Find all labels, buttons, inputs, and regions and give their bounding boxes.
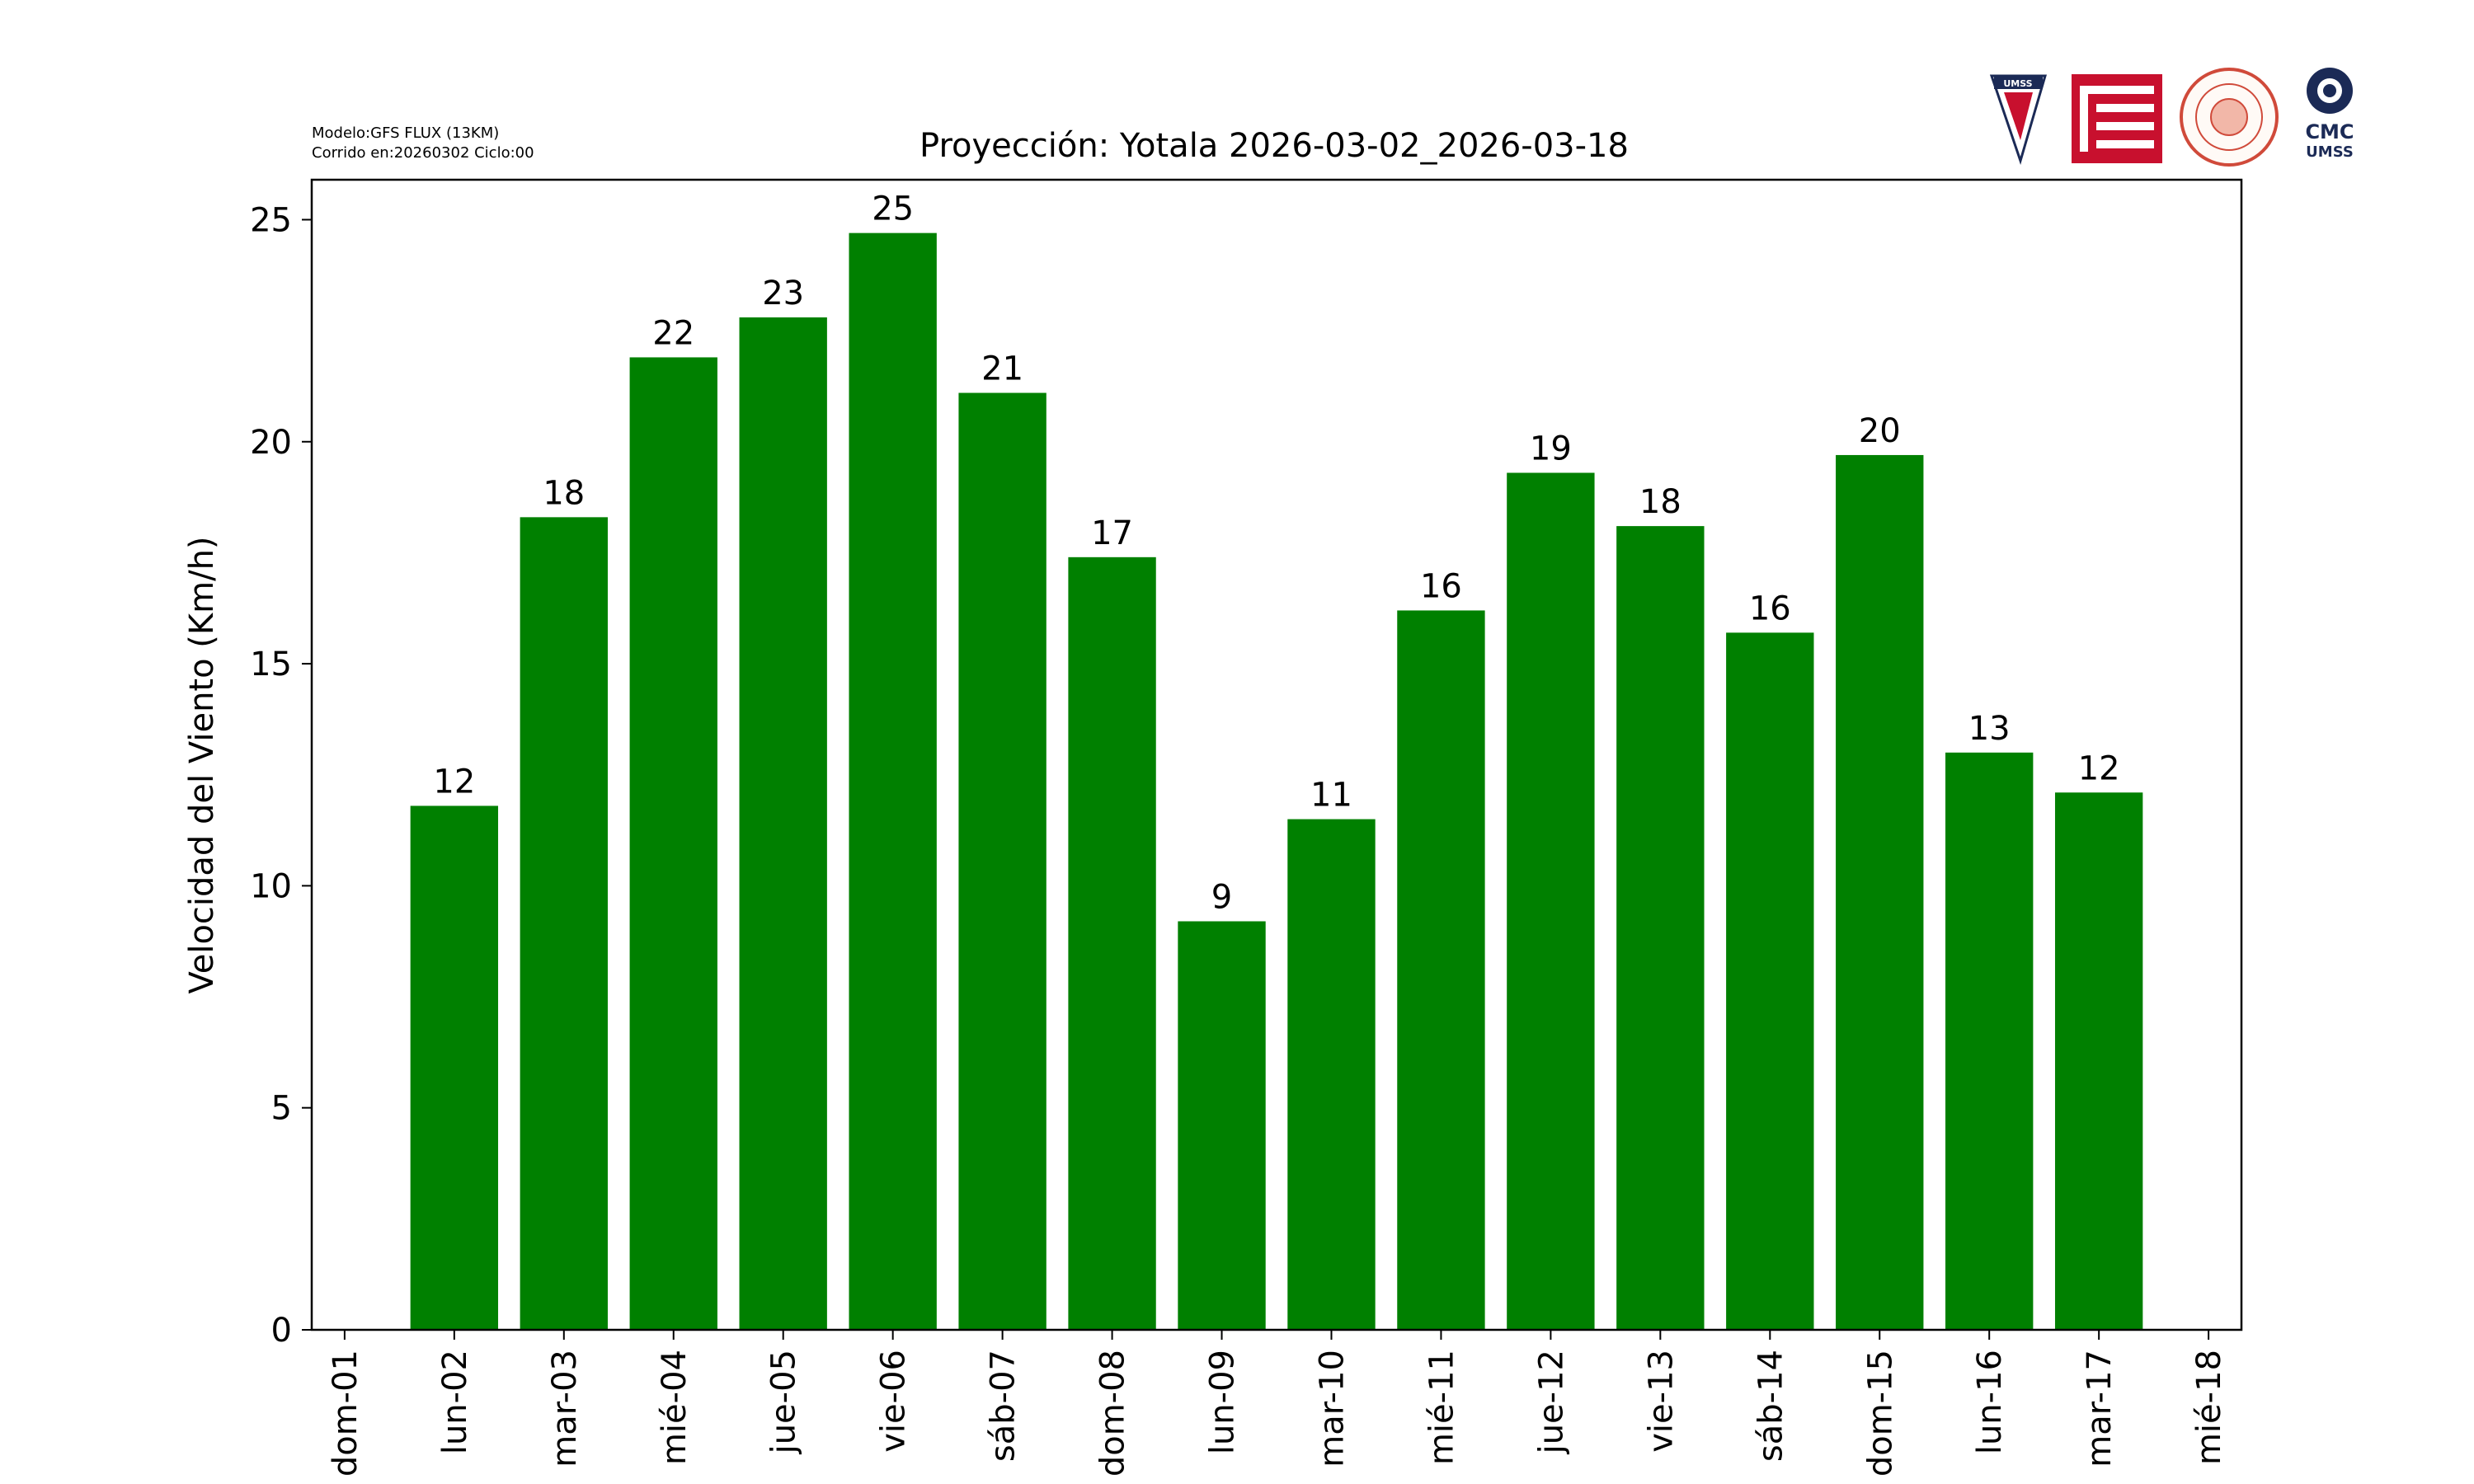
cmc-logo-label: CMC	[2305, 120, 2354, 143]
bar-value-label: 22	[652, 314, 694, 352]
bar-value-label: 18	[1639, 483, 1681, 521]
bar-value-label: 19	[1530, 430, 1572, 467]
bar-value-label: 12	[2078, 749, 2120, 787]
department-seal-logo	[2180, 68, 2279, 167]
x-tick-label: mar-10	[1313, 1350, 1351, 1468]
x-tick-label: sáb-14	[1752, 1350, 1790, 1462]
run-info-text: Corrido en:20260302 Ciclo:00	[312, 144, 534, 162]
umss-logo-label: UMSS	[2003, 78, 2032, 89]
x-tick-label: mar-17	[2081, 1350, 2119, 1468]
x-tick-label: lun-09	[1204, 1350, 1242, 1454]
y-tick-label: 10	[250, 867, 292, 905]
model-info-text: Modelo:GFS FLUX (13KM)	[312, 124, 499, 142]
bar-lun-16	[1945, 752, 2034, 1330]
y-tick-label: 25	[250, 201, 292, 239]
bar-jue-05	[739, 317, 827, 1331]
y-tick-label: 20	[250, 424, 292, 462]
x-tick-label: vie-06	[875, 1350, 913, 1453]
x-axis-ticks: dom-01 lun-02 mar-03 mié-04 jue-05 vie-06 sáb-…	[327, 1330, 2228, 1477]
faculty-logo	[2072, 74, 2162, 163]
bar-mar-17	[2054, 792, 2143, 1330]
x-tick-label: dom-08	[1094, 1350, 1132, 1477]
x-tick-label: mar-03	[546, 1350, 584, 1468]
bar-value-label: 16	[1420, 567, 1462, 605]
bar-mié-11	[1397, 610, 1485, 1330]
bar-lun-09	[1178, 921, 1266, 1330]
cmc-logo-sublabel: UMSS	[2306, 143, 2354, 161]
bar-value-label: 11	[1310, 777, 1352, 815]
x-tick-label: lun-02	[436, 1350, 474, 1454]
cmc-logo: CMC UMSS	[2305, 68, 2354, 161]
x-tick-label: dom-15	[1861, 1350, 1899, 1477]
bar-value-label: 9	[1211, 878, 1232, 916]
bar-dom-15	[1836, 454, 1924, 1331]
y-tick-label: 5	[271, 1090, 292, 1128]
chart-title: Proyección: Yotala 2026-03-02_2026-03-18	[920, 127, 1629, 165]
bar-value-label: 12	[433, 763, 475, 801]
bar-labels-layer: 12 18 22 23 25 21 17 9 11 16 19 18 16 20 13 12	[433, 190, 2119, 917]
bar-mar-03	[520, 517, 608, 1330]
bar-value-label: 20	[1859, 412, 1901, 450]
bar-value-label: 23	[762, 275, 804, 312]
bar-mié-04	[629, 357, 717, 1331]
bar-vie-13	[1616, 526, 1705, 1330]
x-tick-label: jue-05	[765, 1350, 803, 1454]
y-axis-ticks: 0 5 10 15 20 25	[250, 201, 312, 1350]
x-tick-label: mié-11	[1423, 1350, 1460, 1465]
x-tick-label: jue-12	[1532, 1350, 1570, 1454]
bar-value-label: 18	[543, 474, 585, 512]
bar-mar-10	[1287, 819, 1376, 1330]
bar-lun-02	[410, 805, 499, 1330]
bar-dom-08	[1068, 556, 1156, 1330]
bars-layer	[410, 232, 2143, 1331]
bar-value-label: 21	[981, 350, 1023, 388]
y-tick-label: 15	[250, 646, 292, 683]
plot-frame	[310, 178, 2243, 1331]
x-tick-label: lun-16	[1971, 1350, 2009, 1454]
bar-sáb-14	[1726, 632, 1814, 1330]
umss-logo: UMSS	[1989, 74, 2047, 165]
x-tick-label: vie-13	[1642, 1350, 1680, 1453]
bar-vie-06	[849, 232, 937, 1330]
x-tick-label: mié-04	[656, 1350, 694, 1465]
x-tick-label: mié-18	[2190, 1350, 2228, 1465]
bar-value-label: 25	[872, 190, 914, 228]
bar-value-label: 16	[1749, 589, 1791, 627]
y-tick-label: 0	[271, 1312, 292, 1350]
y-axis-label: Velocidad del Viento (Km/h)	[183, 536, 221, 993]
bar-value-label: 17	[1091, 514, 1133, 552]
x-tick-label: dom-01	[327, 1350, 365, 1477]
bar-value-label: 13	[1968, 710, 2011, 748]
bar-jue-12	[1507, 472, 1595, 1330]
x-tick-label: sáb-07	[985, 1350, 1023, 1462]
bar-sáb-07	[958, 392, 1047, 1330]
